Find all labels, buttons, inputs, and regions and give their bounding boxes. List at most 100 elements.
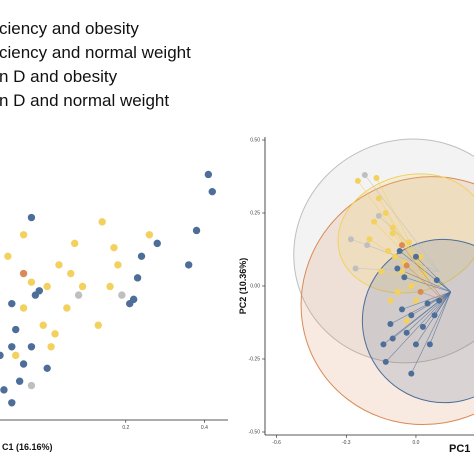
right-point-normal-normal [347,236,354,243]
left-point-deficiency-normal [27,343,36,351]
left-points [0,170,216,407]
spoke-deficiency-normal [415,256,451,293]
left-point-deficiency-obesity [63,304,71,312]
right-point-deficiency-normal [389,335,396,342]
right-point-deficiency-normal [396,247,403,254]
right-point-normal-normal [352,265,359,272]
spoke-deficiency-normal [404,276,451,293]
right-point-deficiency-normal [399,306,406,313]
legend-entry-deficiency-obesity: ciency and obesity [0,19,139,38]
left-point-deficiency-obesity [106,282,114,291]
spoke-deficiency-normal [429,291,452,345]
spoke-deficiency-normal [436,279,451,293]
left-point-deficiency-obesity [67,269,75,278]
left-point-deficiency-obesity [19,231,28,239]
right-point-normal-obesity [403,262,410,269]
right-point-deficiency-normal [380,341,387,348]
right-point-deficiency-obesity [387,297,394,304]
right-x-axis-title: PC1 ( [449,443,474,455]
right-point-deficiency-obesity [389,230,396,237]
left-point-deficiency-obesity [55,261,63,269]
left-x-tick-label: 0.4 [201,425,208,431]
right-point-deficiency-obesity [412,297,419,304]
left-point-deficiency-normal [8,343,16,351]
right-point-normal-obesity [399,242,406,249]
right-point-deficiency-normal [431,312,438,319]
left-point-deficiency-obesity [39,321,47,329]
legend-entry-normal-obesity: n D and obesity [0,67,118,86]
right-point-deficiency-obesity [375,195,382,202]
left-point-deficiency-normal [208,187,216,196]
right-point-deficiency-normal [419,323,426,330]
right-point-deficiency-normal [424,300,431,307]
right-point-deficiency-obesity [417,253,424,260]
left-point-deficiency-normal [0,386,8,394]
right-point-deficiency-obesity [405,239,412,246]
right-point-deficiency-obesity [394,288,401,295]
left-point-deficiency-normal [15,377,24,385]
right-y-tick-label: -0.50 [249,430,261,436]
right-point-deficiency-normal [426,341,433,348]
left-point-deficiency-normal [19,360,28,368]
right-spokes [350,174,452,374]
left-point-deficiency-normal [204,170,213,179]
right-point-deficiency-obesity [382,210,389,216]
right-point-deficiency-obesity [366,236,373,243]
left-x-ticks: 0.2 0.4 [122,420,208,431]
left-point-normal-normal [118,291,126,299]
left-point-deficiency-normal [133,274,142,282]
left-point-deficiency-obesity [70,239,79,248]
left-point-deficiency-normal [12,325,20,334]
spoke-normal-normal [367,244,440,272]
right-point-normal-normal [375,212,382,219]
left-point-deficiency-normal [43,364,51,373]
left-point-deficiency-obesity [51,330,59,338]
left-point-deficiency-obesity [78,282,87,291]
right-y-ticks: 0.50 0.25 0.00 -0.25 -0.50 [249,138,265,436]
spoke-deficiency-obesity [392,233,428,278]
right-x-ticks: -0.6 -0.3 0.0 [272,435,420,446]
left-point-deficiency-normal [27,213,36,222]
left-point-deficiency-obesity [145,231,154,239]
right-point-deficiency-obesity [378,268,385,275]
right-point-deficiency-obesity [403,318,410,325]
right-point-deficiency-normal [387,320,394,327]
right-x-tick-label: 0.0 [412,440,419,446]
right-point-deficiency-obesity [373,174,380,181]
spoke-deficiency-obesity [408,242,428,278]
right-point-deficiency-normal [401,274,408,281]
spoke-deficiency-obesity [385,212,428,278]
left-point-deficiency-normal [192,226,201,235]
right-point-deficiency-obesity [389,224,396,231]
right-x-tick-label: -0.3 [342,440,351,446]
left-x-tick-label: 0.2 [122,425,129,431]
left-x-axis-title: C1 (16.16%) [2,442,53,452]
left-point-normal-normal [27,381,36,390]
right-point-deficiency-normal [394,265,401,272]
spoke-deficiency-normal [401,291,451,310]
spoke-deficiency-normal [411,291,452,374]
left-point-deficiency-normal [126,299,134,308]
right-point-deficiency-normal [436,297,443,304]
left-point-deficiency-normal [184,261,193,269]
left-point-deficiency-obesity [98,218,106,226]
right-point-deficiency-normal [382,358,389,365]
right-ellipses [293,138,474,426]
pca-scatter-right: 0.50 0.25 0.00 -0.25 -0.50 -0.6 -0.3 0.0 PC2 (… [238,137,474,455]
spoke-deficiency-normal [406,291,451,333]
spoke-deficiency-normal [411,291,451,316]
legend-entry-normal-normal: n D and normal weight [0,91,169,110]
spoke-deficiency-obesity [420,256,428,278]
legend: ciency and obesity ciency and normal wei… [0,19,191,110]
left-point-deficiency-obesity [4,252,12,261]
pca-scatter-left: 0.2 0.4 C1 (16.16%) [0,170,228,452]
spoke-deficiency-normal [385,291,451,363]
right-point-deficiency-normal [408,312,415,319]
right-x-tick-label: -0.6 [272,440,281,446]
spoke-deficiency-obesity [390,276,428,301]
left-point-deficiency-obesity [47,343,55,351]
spoke-deficiency-normal [397,268,451,293]
spoke-deficiency-normal [434,291,452,316]
right-point-deficiency-obesity [385,247,392,254]
left-point-deficiency-normal [137,252,146,261]
